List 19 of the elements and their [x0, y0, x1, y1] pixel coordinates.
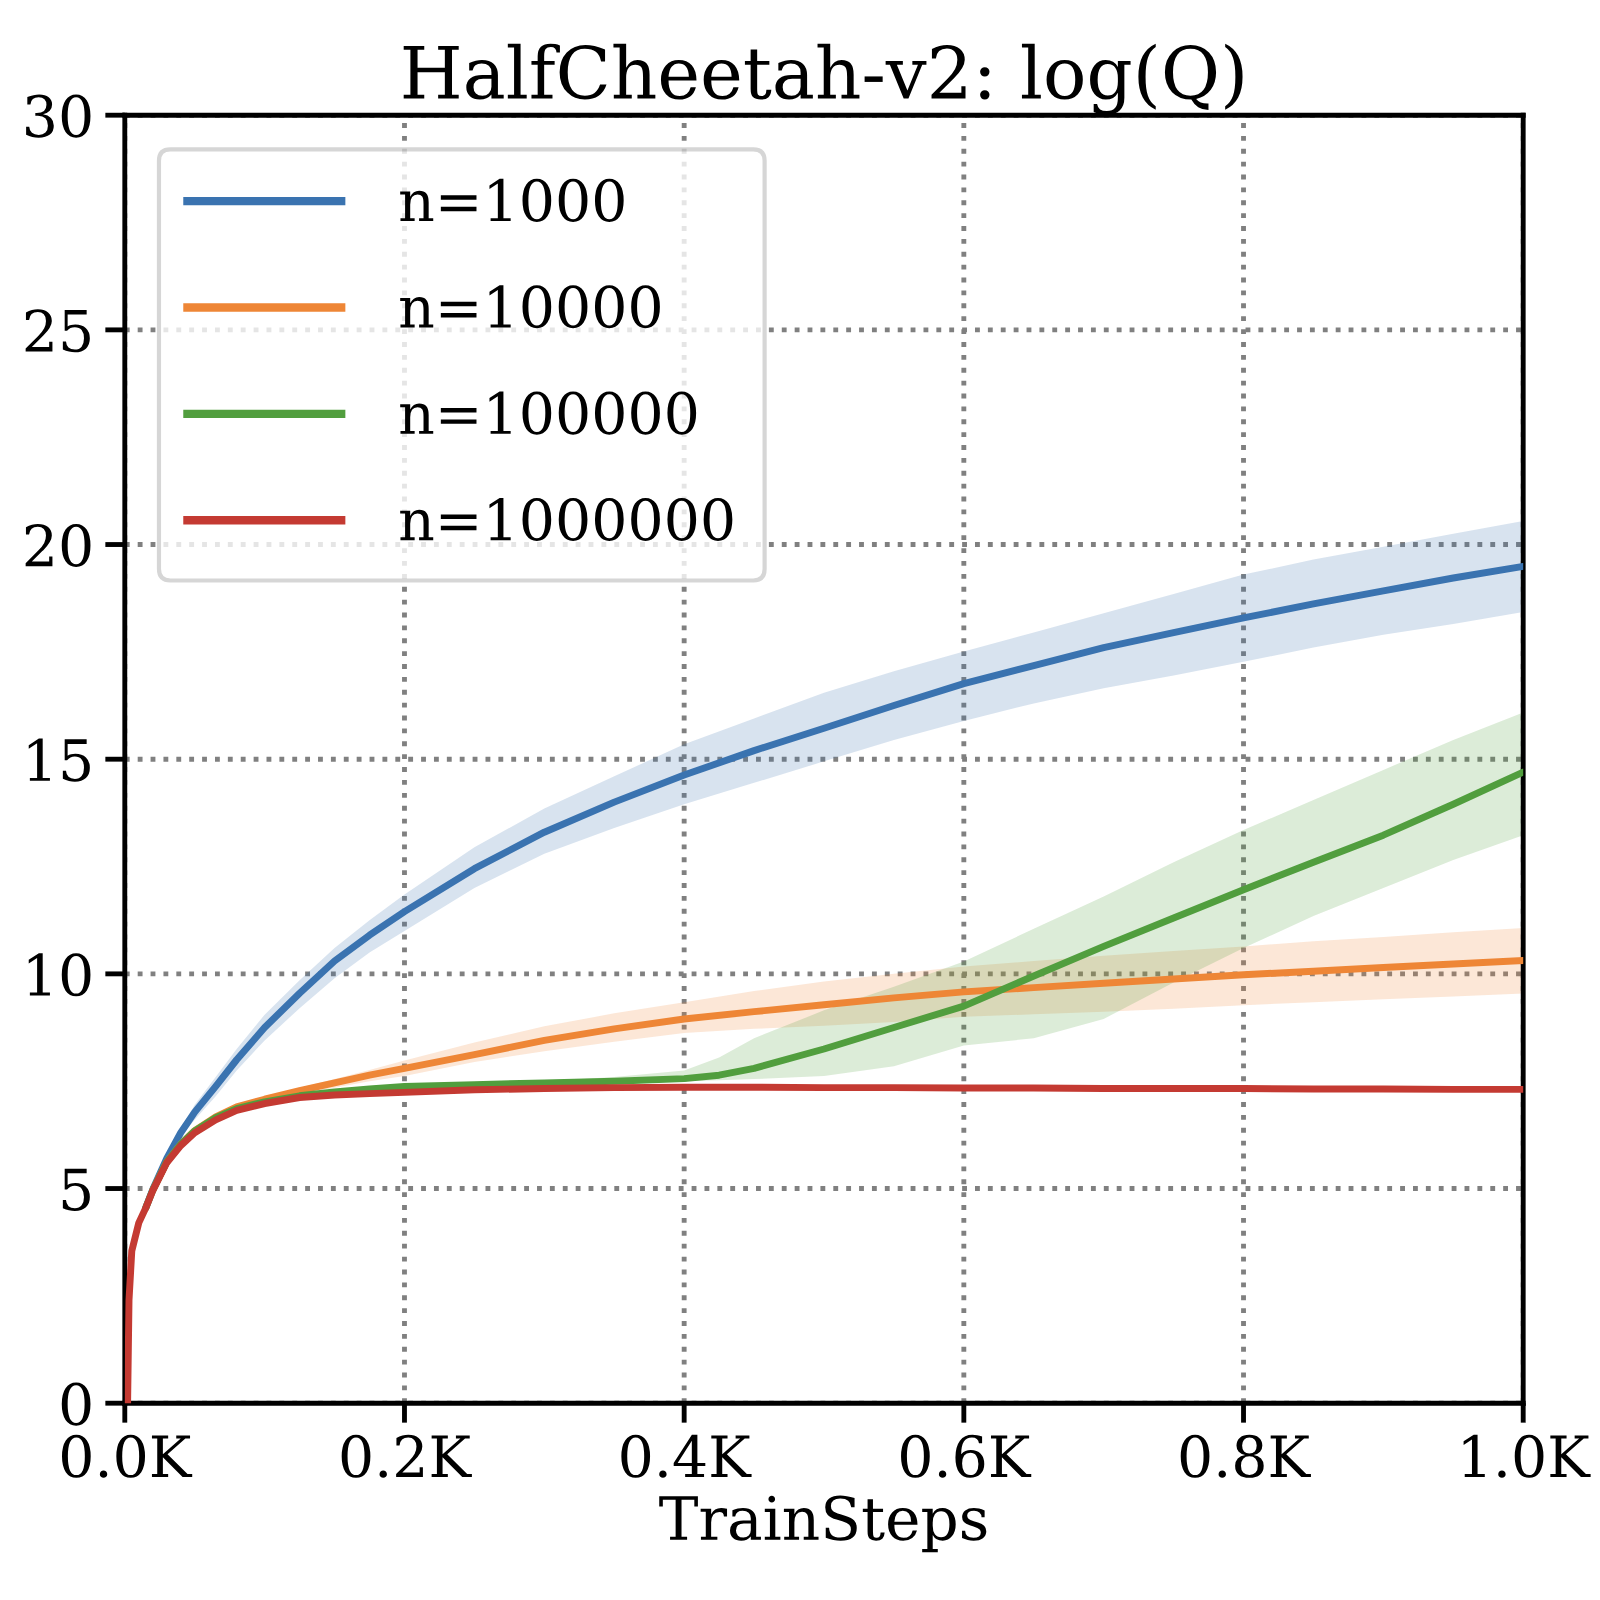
- x-axis-title: TrainSteps: [659, 1495, 987, 1553]
- legend-label: n=1000000: [400, 497, 733, 541]
- y-tick-label: 30: [26, 94, 91, 138]
- chart-title: HalfCheetah-v2: log(Q): [403, 43, 1243, 115]
- y-tick-label: 20: [25, 523, 91, 567]
- y-tick-label: 0: [61, 1382, 91, 1426]
- x-tick-label: 0.8K: [1180, 1434, 1311, 1478]
- x-tick-label: 0.4K: [621, 1434, 752, 1478]
- x-tick-label: 0.2K: [341, 1434, 472, 1478]
- y-tick-label: 15: [28, 738, 90, 782]
- y-tick-label: 10: [28, 953, 91, 997]
- y-tick-label: 25: [25, 309, 90, 353]
- legend-label: n=1000: [400, 178, 624, 222]
- y-tick-label: 5: [62, 1168, 90, 1211]
- legend-label: n=10000: [400, 285, 660, 329]
- x-tick-label: 0.0K: [62, 1434, 193, 1478]
- x-tick-label: 0.6K: [901, 1434, 1032, 1478]
- x-tick-label: 1.0K: [1463, 1434, 1591, 1478]
- legend-label: n=100000: [400, 391, 697, 435]
